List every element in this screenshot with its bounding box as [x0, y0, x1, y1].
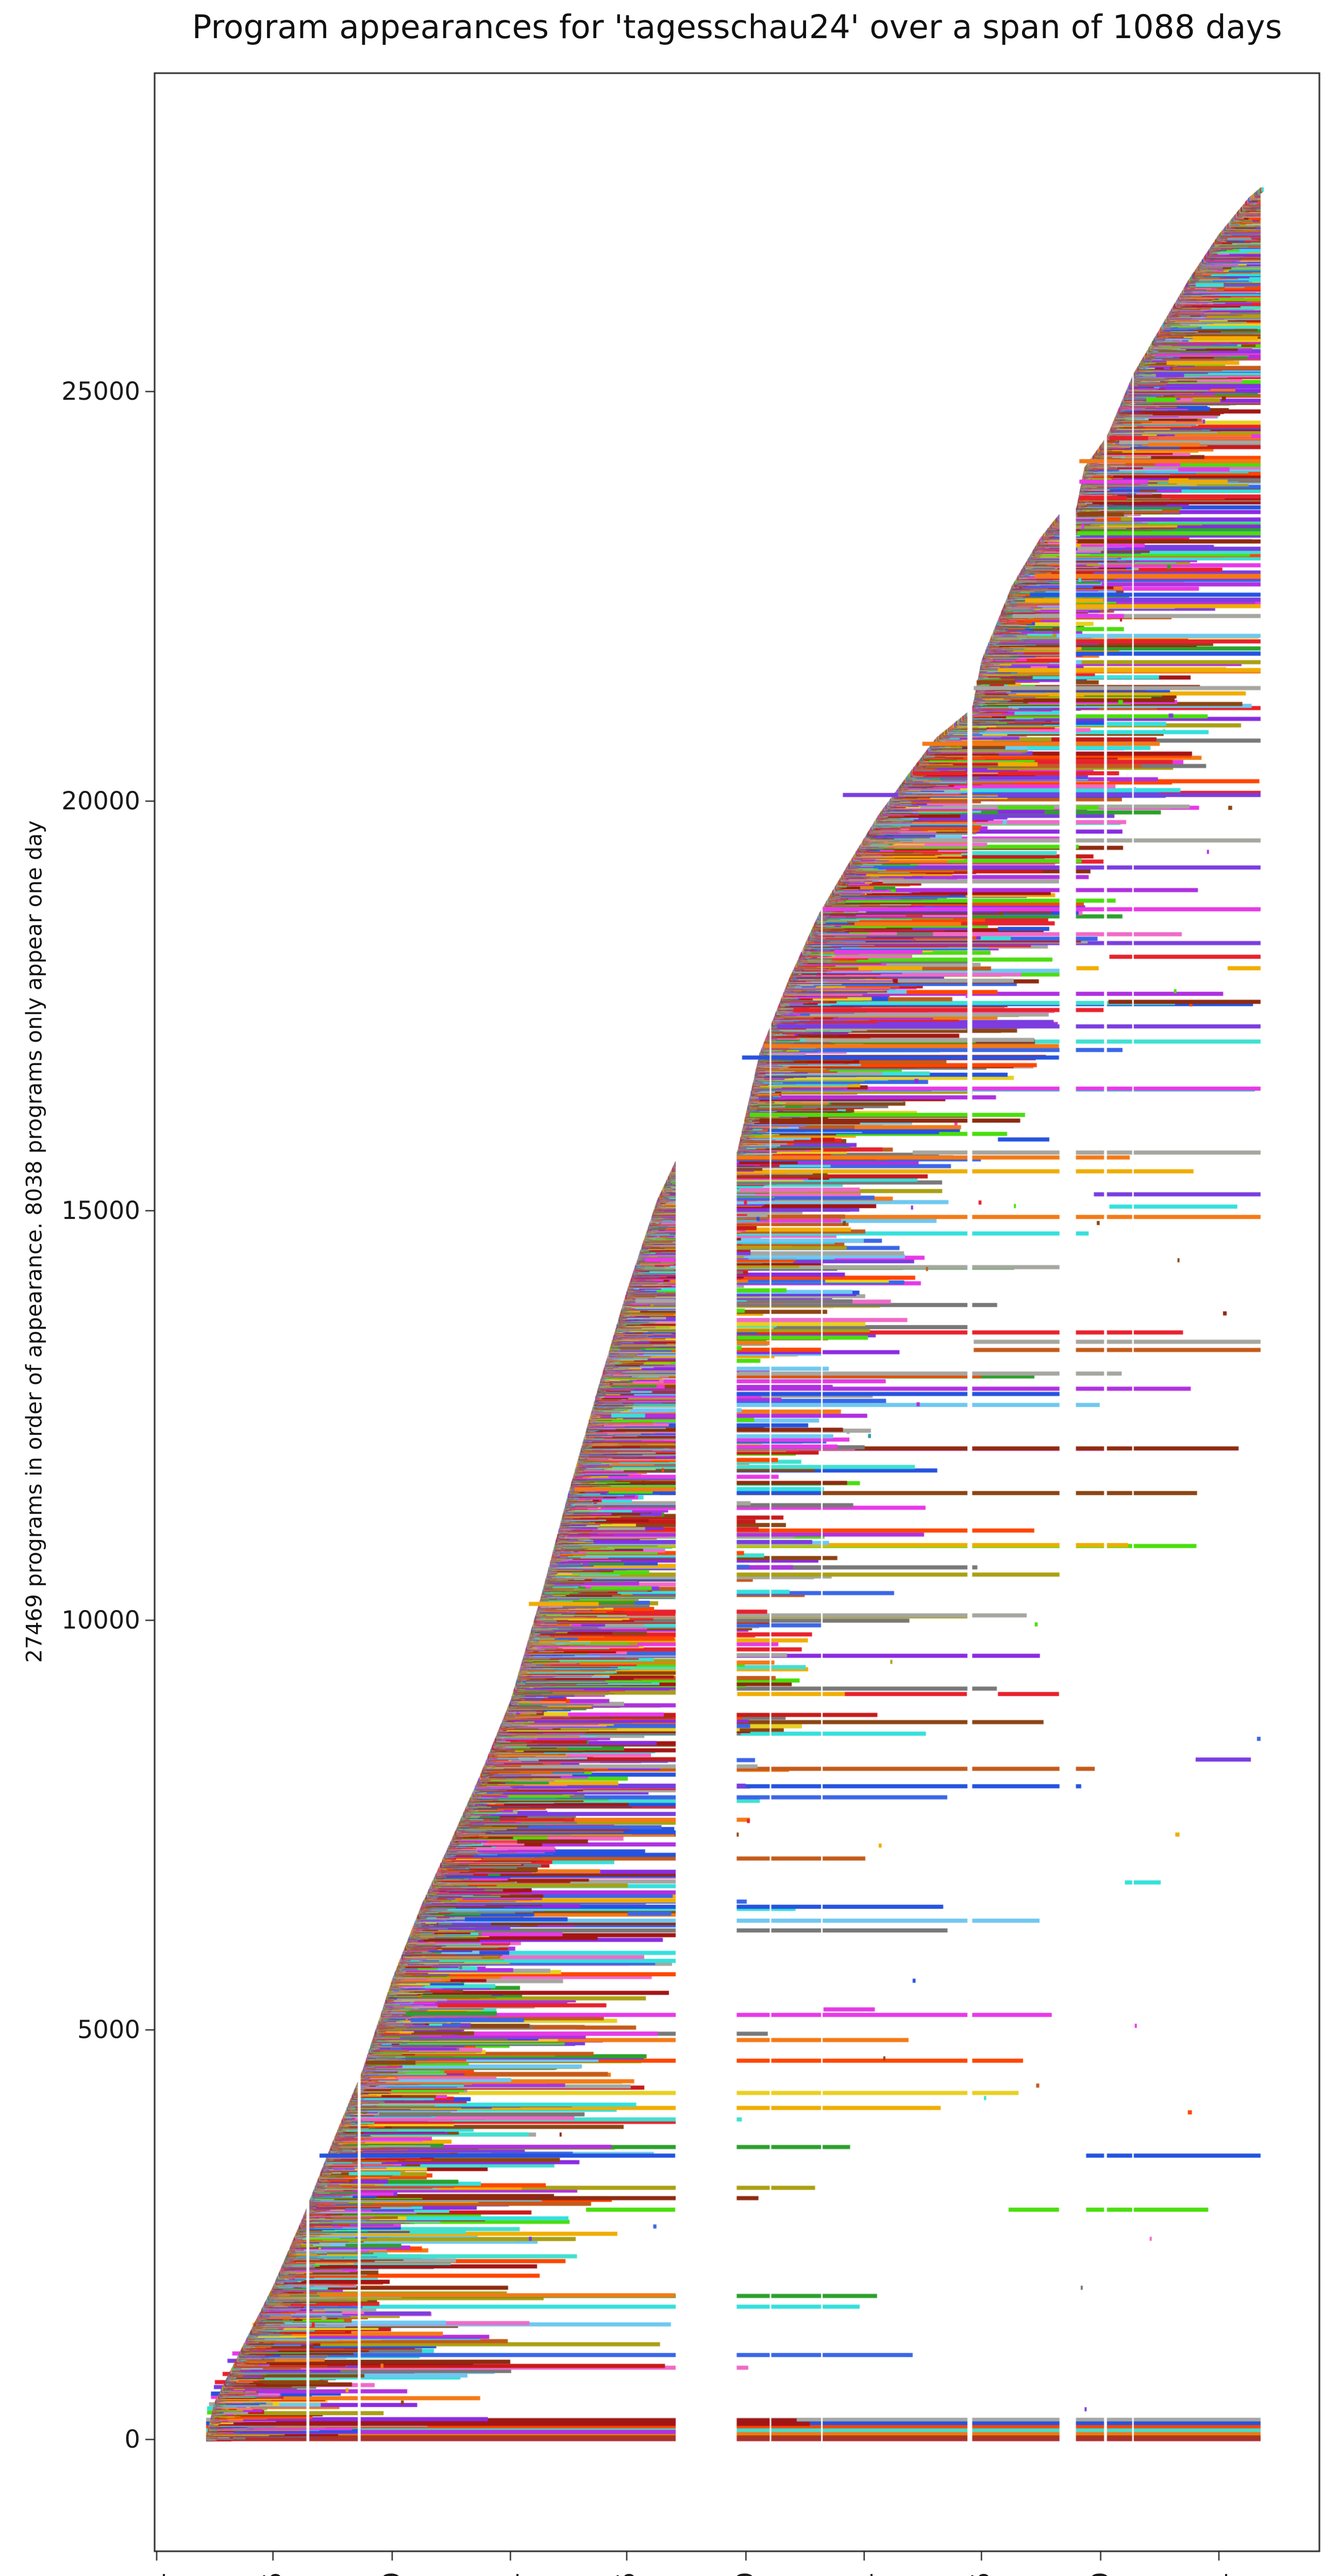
y-tick-label: 5000 — [77, 2015, 140, 2044]
x-tick-label: 2022-09 — [378, 2572, 407, 2576]
y-tick-label: 25000 — [61, 377, 140, 406]
y-tick-label: 10000 — [61, 1606, 140, 1635]
x-tick-label: 2023-01 — [496, 2572, 525, 2576]
x-tick-label: 2024-01 — [850, 2572, 879, 2576]
x-tick-label: 2025-01 — [1204, 2572, 1233, 2576]
y-tick-label: 15000 — [61, 1196, 140, 1225]
chart-title: Program appearances for 'tagesschau24' o… — [192, 8, 1282, 46]
y-axis-label: 27469 programs in order of appearance. 8… — [21, 820, 47, 1663]
y-tick-label: 0 — [124, 2425, 140, 2454]
x-tick-label: 2022-01 — [142, 2572, 171, 2576]
x-tick-label: 2022-05 — [259, 2572, 288, 2576]
y-tick-label: 20000 — [61, 787, 140, 816]
x-tick-label: 2023-09 — [731, 2572, 760, 2576]
x-tick-label: 2024-05 — [967, 2572, 996, 2576]
x-tick-label: 2024-09 — [1086, 2572, 1115, 2576]
x-tick-label: 2023-05 — [612, 2572, 641, 2576]
